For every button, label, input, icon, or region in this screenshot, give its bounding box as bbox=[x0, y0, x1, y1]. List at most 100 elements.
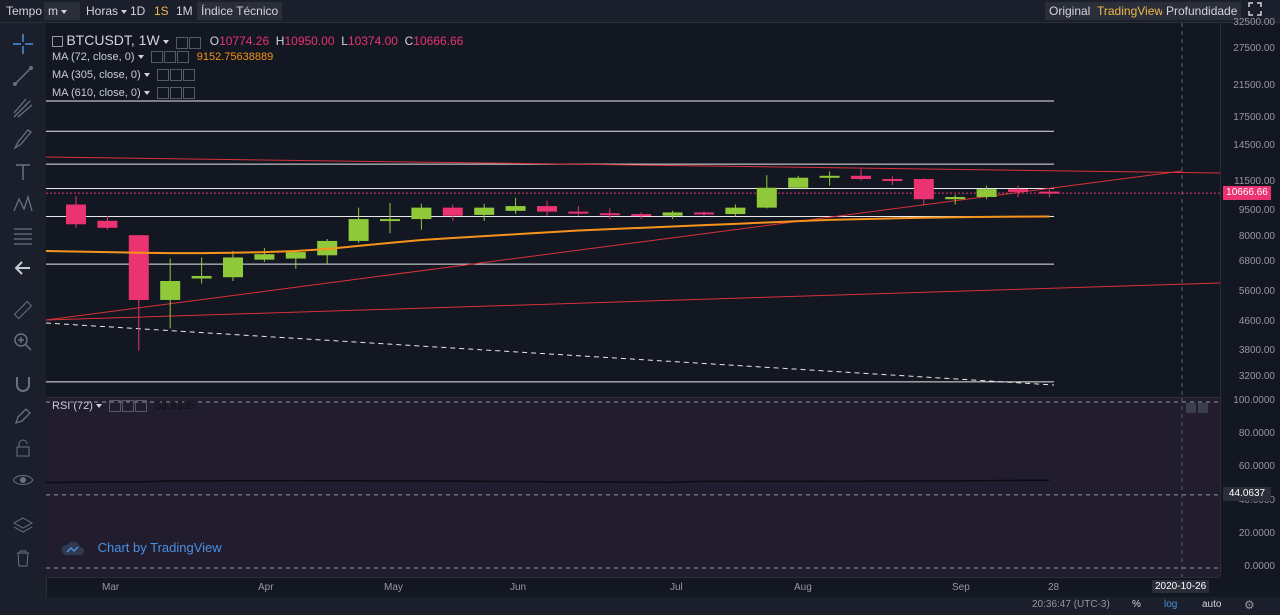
pane-controls[interactable] bbox=[1186, 400, 1216, 413]
eye-icon[interactable] bbox=[10, 467, 36, 493]
eye-icon[interactable] bbox=[169, 69, 182, 82]
price-chart-canvas bbox=[45, 23, 1221, 397]
candle-body bbox=[442, 207, 463, 216]
candle-body bbox=[756, 187, 777, 208]
trash-icon[interactable] bbox=[10, 545, 36, 571]
log-toggle[interactable]: log bbox=[1164, 599, 1178, 610]
candle-body bbox=[662, 212, 683, 216]
rsi-legend[interactable]: RSI (72) 53.6335 bbox=[52, 400, 195, 413]
candle-body bbox=[1039, 191, 1060, 194]
magnet-icon[interactable] bbox=[10, 371, 36, 397]
price-chart[interactable]: BTCUSDT, 1W O10774.26 H10950.00 L10374.0… bbox=[45, 23, 1221, 397]
time-axis[interactable]: Mar Apr May Jun Jul Aug Sep 28 2020-10-26 bbox=[46, 577, 1220, 598]
close-icon[interactable] bbox=[182, 87, 195, 100]
pencil-lock-icon[interactable] bbox=[10, 403, 36, 429]
open-label: O bbox=[209, 34, 220, 48]
ma3-actions[interactable] bbox=[156, 87, 196, 100]
chevron-down-icon[interactable] bbox=[96, 404, 103, 409]
candle-body bbox=[505, 206, 526, 211]
ruler-icon[interactable] bbox=[10, 297, 36, 323]
cursor-date-label: 2020-10-26 bbox=[1152, 580, 1210, 593]
price-tick-label: 5600.00 bbox=[1238, 285, 1275, 297]
hours-dropdown[interactable]: Horas bbox=[82, 2, 131, 20]
close-icon[interactable] bbox=[176, 51, 189, 64]
text-icon[interactable] bbox=[10, 159, 36, 185]
candle-body bbox=[1008, 189, 1028, 192]
auto-toggle[interactable]: auto bbox=[1202, 599, 1222, 610]
pane-down-icon[interactable] bbox=[1198, 403, 1208, 413]
tempo-label: Tempo bbox=[6, 4, 43, 18]
chevron-down-icon[interactable] bbox=[163, 39, 170, 44]
settings-icon[interactable] bbox=[109, 400, 122, 413]
candle-body bbox=[97, 220, 118, 228]
rsi-actions[interactable] bbox=[109, 400, 148, 413]
arrow-left-icon[interactable] bbox=[10, 255, 36, 281]
interval-dropdown[interactable]: m bbox=[44, 2, 80, 20]
zoom-in-icon[interactable] bbox=[10, 329, 36, 355]
close-label: C bbox=[404, 34, 414, 48]
candle-body bbox=[66, 204, 86, 225]
price-tick-label: 3200.00 bbox=[1238, 371, 1275, 382]
settings-icon[interactable] bbox=[176, 36, 189, 49]
collapse-icon[interactable] bbox=[52, 36, 63, 48]
candle-body bbox=[160, 281, 181, 300]
indicators-button[interactable]: Índice Técnico bbox=[197, 2, 283, 20]
rsi-label: RSI (72) bbox=[52, 400, 93, 412]
tradingview-watermark[interactable]: Chart by TradingView bbox=[60, 540, 222, 558]
brush-icon[interactable] bbox=[10, 127, 36, 153]
interval-1d-button[interactable]: 1D bbox=[130, 4, 146, 18]
symbol-actions[interactable] bbox=[176, 35, 202, 49]
ma1-legend[interactable]: MA (72, close, 0) 9152.75638889 bbox=[52, 51, 273, 64]
candle-body bbox=[788, 177, 809, 188]
ma3-label: MA (610, close, 0) bbox=[52, 87, 141, 99]
close-icon[interactable] bbox=[182, 69, 195, 82]
close-icon[interactable] bbox=[135, 400, 148, 413]
layers-icon[interactable] bbox=[10, 513, 36, 539]
eye-icon[interactable] bbox=[122, 400, 135, 413]
eye-icon[interactable] bbox=[169, 87, 182, 100]
time-tick-label: Aug bbox=[794, 582, 812, 593]
cloud-logo-icon bbox=[61, 541, 84, 555]
ma2-actions[interactable] bbox=[156, 69, 196, 82]
ma2-legend[interactable]: MA (305, close, 0) bbox=[52, 69, 200, 82]
view-original-tab[interactable]: Original bbox=[1045, 2, 1095, 20]
settings-icon[interactable] bbox=[156, 69, 169, 82]
price-tick-label: 8000.00 bbox=[1238, 231, 1275, 243]
percent-toggle[interactable]: % bbox=[1132, 599, 1141, 610]
rsi-pane[interactable]: RSI (72) 53.6335 Chart by TradingView bbox=[45, 397, 1220, 578]
last-price-label: 10666.66 bbox=[1223, 186, 1271, 201]
trend-line-support-long bbox=[45, 282, 1221, 321]
interval-1s-button[interactable]: 1S bbox=[154, 4, 169, 18]
interval-1m-button[interactable]: 1M bbox=[176, 4, 193, 18]
ma1-actions[interactable] bbox=[150, 51, 190, 64]
chevron-down-icon[interactable] bbox=[143, 73, 150, 78]
view-tradingview-tab[interactable]: TradingView bbox=[1093, 2, 1168, 20]
hours-label: Horas bbox=[86, 4, 119, 18]
trend-line-icon[interactable] bbox=[10, 63, 36, 89]
price-tick-label: 14500.00 bbox=[1233, 140, 1275, 152]
dashed-trend-line bbox=[45, 322, 1055, 386]
crosshair-icon[interactable] bbox=[10, 31, 36, 57]
price-tick-label: 21500.00 bbox=[1233, 80, 1275, 92]
candle-body bbox=[568, 211, 589, 214]
pattern-icon[interactable] bbox=[10, 191, 36, 217]
gear-icon[interactable]: ⚙ bbox=[1244, 598, 1255, 612]
lock-icon[interactable] bbox=[10, 435, 36, 461]
fib-icon[interactable] bbox=[10, 223, 36, 249]
price-axis[interactable]: 32500.00 27500.00 21500.00 17500.00 14500.00… bbox=[1220, 17, 1280, 577]
eye-icon[interactable] bbox=[189, 36, 202, 49]
time-tick-label: 28 bbox=[1048, 582, 1060, 593]
open-value: 10774.26 bbox=[219, 34, 270, 48]
eye-icon[interactable] bbox=[163, 51, 176, 64]
pane-up-icon[interactable] bbox=[1186, 403, 1196, 413]
pitchfork-icon[interactable] bbox=[10, 95, 36, 121]
chevron-down-icon[interactable] bbox=[137, 55, 144, 60]
settings-icon[interactable] bbox=[150, 51, 163, 64]
chevron-down-icon[interactable] bbox=[143, 91, 150, 96]
rsi-tick-label: 100.0000 bbox=[1233, 395, 1275, 406]
view-depth-tab[interactable]: Profundidade bbox=[1162, 2, 1242, 20]
high-label: H bbox=[275, 34, 285, 48]
fullscreen-icon[interactable] bbox=[1244, 2, 1264, 20]
ma3-legend[interactable]: MA (610, close, 0) bbox=[52, 87, 200, 100]
settings-icon[interactable] bbox=[156, 87, 169, 100]
